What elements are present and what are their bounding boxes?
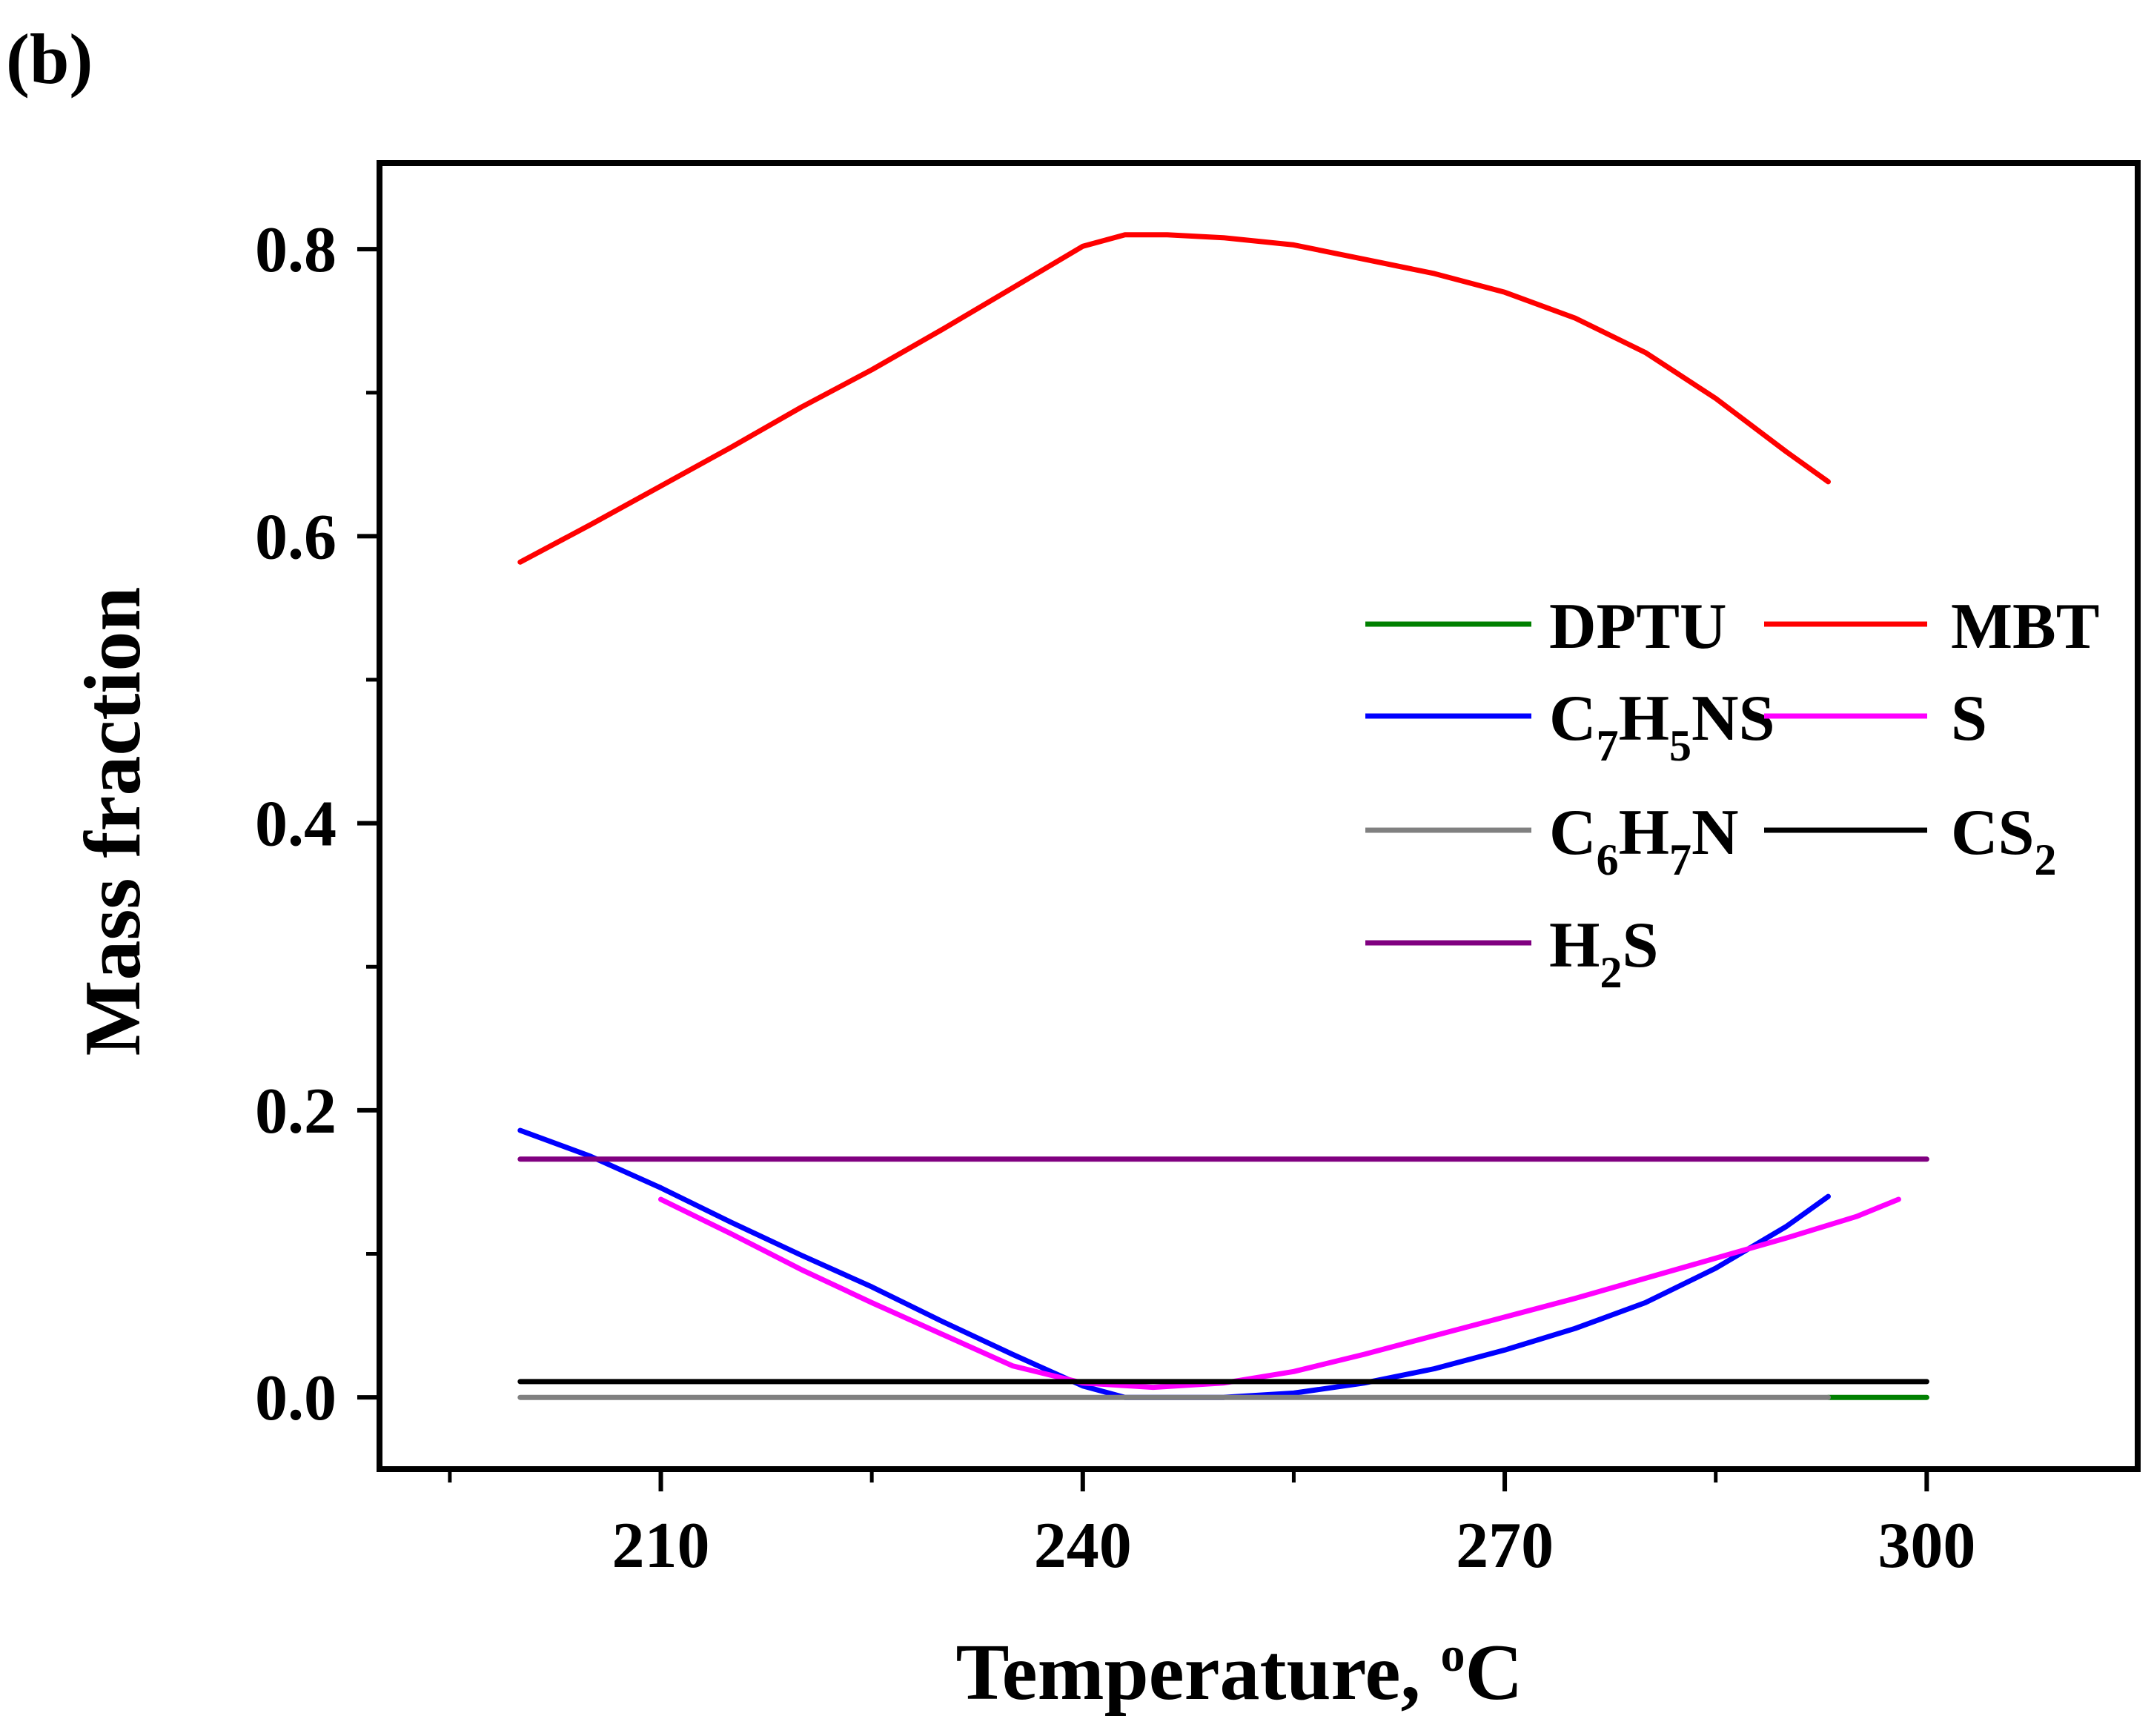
x-tick-label-210: 210 bbox=[612, 1510, 710, 1582]
legend-label-c7h5ns: C7H5NS bbox=[1549, 683, 1775, 770]
legend-label-s: S bbox=[1951, 683, 1987, 755]
x-tick-label-300: 300 bbox=[1878, 1510, 1975, 1582]
y-tick-label-0.6: 0.6 bbox=[255, 501, 337, 573]
legend: DPTU MBT C7H5NS S C6H7N CS2 H2S bbox=[1365, 591, 2099, 997]
x-tick-label-270: 270 bbox=[1456, 1510, 1554, 1582]
legend-label-mbt: MBT bbox=[1951, 591, 2099, 663]
x-axis-label-main: Temperature, bbox=[956, 1629, 1441, 1717]
y-tick-label-0.2: 0.2 bbox=[255, 1076, 337, 1147]
legend-label-h2s: H2S bbox=[1549, 910, 1658, 997]
y-tick-label-0: 0.0 bbox=[255, 1362, 337, 1434]
y-tick-label-0.8: 0.8 bbox=[255, 214, 337, 286]
x-axis-label: Temperature, oC bbox=[956, 1628, 1523, 1717]
legend-label-dptu: DPTU bbox=[1549, 591, 1727, 663]
y-axis-label: Mass fraction bbox=[69, 587, 157, 1056]
x-axis-label-degree: o bbox=[1440, 1628, 1465, 1682]
series-line-s bbox=[658, 1196, 1901, 1391]
series-line-mbt bbox=[517, 232, 1831, 565]
panel-label: (b) bbox=[6, 19, 93, 99]
series-line-c7h5ns bbox=[517, 1127, 1831, 1400]
x-tick-label-240: 240 bbox=[1034, 1510, 1132, 1582]
x-axis-label-unit: C bbox=[1465, 1629, 1522, 1717]
y-tick-label-0.4: 0.4 bbox=[255, 789, 337, 861]
legend-label-c6h7n: C6H7N bbox=[1549, 797, 1739, 884]
plot-frame bbox=[377, 160, 2141, 1472]
legend-label-cs2: CS2 bbox=[1951, 797, 2057, 884]
plot-layer: 210 240 270 300 0.0 0.2 0.4 0.6 0.8 bbox=[255, 160, 2141, 1582]
